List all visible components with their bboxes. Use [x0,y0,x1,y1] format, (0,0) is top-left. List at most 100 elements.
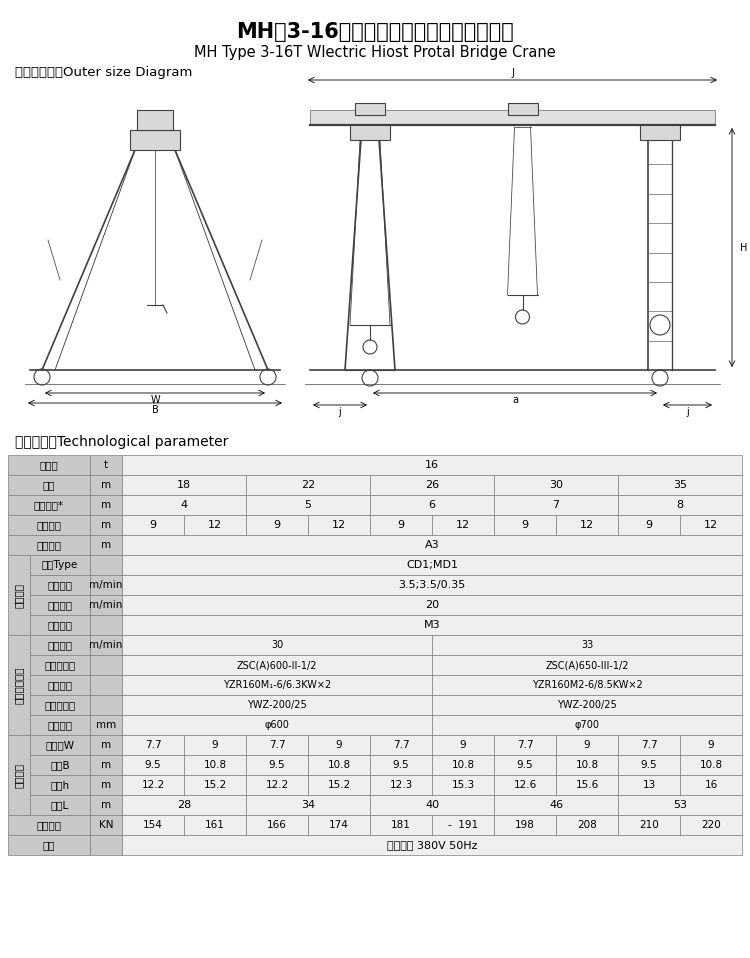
Bar [432,815,494,835]
Bar [122,815,184,835]
Bar [30,575,90,595]
Bar [370,495,494,515]
Bar [556,515,618,535]
Bar [90,635,122,655]
Text: 10.8: 10.8 [575,760,598,770]
Text: j: j [339,407,341,417]
Text: 外形尺寸图：Outer size Diagram: 外形尺寸图：Outer size Diagram [15,65,192,79]
Text: 9: 9 [646,520,652,530]
Bar [90,455,122,475]
Bar [680,515,742,535]
Text: 198: 198 [515,820,535,830]
Bar [122,595,742,615]
Text: YZR160M₁-6/6.3KW×2: YZR160M₁-6/6.3KW×2 [223,680,332,690]
Bar [30,795,90,815]
Text: 15.6: 15.6 [575,780,598,790]
Bar [618,475,742,495]
Bar [90,795,122,815]
Text: 174: 174 [329,820,349,830]
Bar [432,515,494,535]
Text: 9.5: 9.5 [393,760,410,770]
Bar [90,475,122,495]
Text: 轨距距W: 轨距距W [46,740,74,750]
Text: 35: 35 [673,480,687,490]
Text: 5: 5 [304,500,311,510]
Bar [370,735,432,755]
Bar [122,635,432,655]
Bar [90,695,122,715]
Bar [130,130,180,150]
Text: 210: 210 [639,820,658,830]
Text: 46: 46 [549,800,563,810]
Bar [90,575,122,595]
Text: 基本尺寸: 基本尺寸 [14,763,24,787]
Text: 12.3: 12.3 [389,780,412,790]
Bar [90,675,122,695]
Bar [90,835,122,855]
Bar [30,695,90,715]
Text: m/min: m/min [89,580,123,590]
Bar [432,655,742,675]
Bar [370,775,432,795]
Text: φ600: φ600 [265,720,290,730]
Text: 7: 7 [553,500,560,510]
Bar [30,675,90,695]
Bar [90,495,122,515]
Bar [8,635,30,735]
Bar [556,735,618,755]
Bar [618,755,680,775]
Text: m: m [101,800,111,810]
Text: 运行速度: 运行速度 [47,640,73,650]
Text: 总宽B: 总宽B [50,760,70,770]
Text: 电动葫芦: 电动葫芦 [14,582,24,607]
Text: CD1;MD1: CD1;MD1 [406,560,458,570]
Bar [8,535,90,555]
Bar [184,735,246,755]
Bar [308,815,370,835]
Text: 16: 16 [704,780,718,790]
Text: 10.8: 10.8 [452,760,475,770]
Text: 6: 6 [428,500,436,510]
Bar [494,795,618,815]
Text: m: m [101,480,111,490]
Text: 181: 181 [391,820,411,830]
Text: 166: 166 [267,820,287,830]
Bar [494,515,556,535]
Bar [8,475,90,495]
Bar [90,755,122,775]
Text: 起升高度: 起升高度 [37,520,62,530]
Bar [308,755,370,775]
Bar [30,715,90,735]
Bar [432,715,742,735]
Text: 15.3: 15.3 [452,780,475,790]
Bar [122,795,246,815]
Text: 10.8: 10.8 [700,760,722,770]
Text: 9.5: 9.5 [145,760,161,770]
Bar [618,775,680,795]
Text: 9.5: 9.5 [640,760,657,770]
Bar [30,735,90,755]
Text: 车轮直径: 车轮直径 [47,720,73,730]
Bar [8,815,90,835]
Bar [184,515,246,535]
Bar [90,735,122,755]
Text: m: m [101,520,111,530]
Bar [8,495,90,515]
Text: 161: 161 [205,820,225,830]
Bar [122,775,184,795]
Bar [640,125,680,140]
Text: 减速器型号: 减速器型号 [44,660,76,670]
Bar [122,835,742,855]
Bar [246,775,308,795]
Text: M3: M3 [424,620,440,630]
Text: 30: 30 [271,640,284,650]
Bar [8,555,30,635]
Bar [494,495,618,515]
Bar [355,103,385,115]
Bar [122,515,184,535]
Bar [90,655,122,675]
Text: 电源: 电源 [43,840,56,850]
Text: A3: A3 [424,540,439,550]
Text: 154: 154 [143,820,163,830]
Text: 9: 9 [211,740,218,750]
